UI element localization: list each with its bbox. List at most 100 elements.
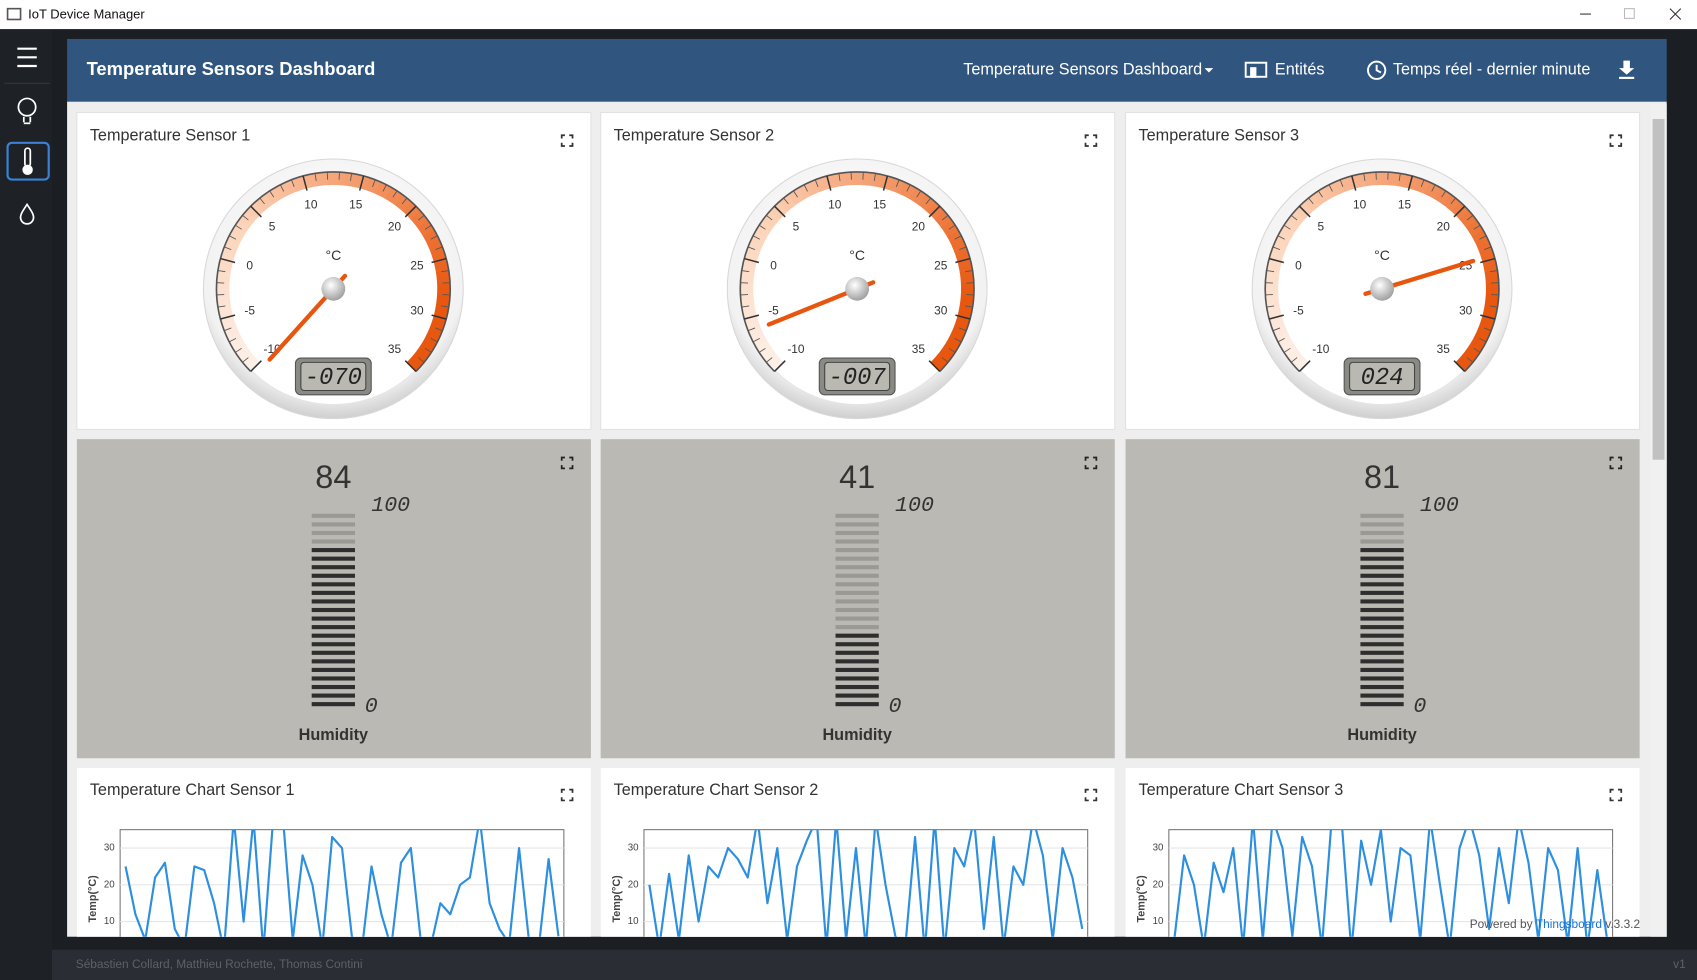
- humidity-segment: [311, 573, 355, 578]
- band-segment: [1434, 187, 1447, 203]
- gauge-major-tick: [220, 314, 236, 320]
- fullscreen-button[interactable]: [560, 456, 574, 470]
- gauge-major-tick: [1268, 314, 1284, 320]
- fullscreen-button[interactable]: [1609, 788, 1623, 802]
- entities-button[interactable]: Entités: [1275, 61, 1325, 79]
- band-segment: [1275, 235, 1290, 247]
- humidity-nav[interactable]: [19, 202, 35, 225]
- gauge-tick-label: -10: [1312, 342, 1330, 356]
- humidity-segment: [311, 650, 355, 655]
- humidity-segment: [835, 556, 879, 561]
- thingsboard-link[interactable]: Thingsboard: [1536, 917, 1602, 931]
- y-tick-label: 10: [104, 916, 115, 927]
- gauge-minor-tick: [1363, 173, 1366, 181]
- widget-title: Temperature Chart Sensor 3: [1139, 781, 1344, 799]
- entities-icon: [1244, 61, 1268, 78]
- band-segment: [1369, 172, 1378, 186]
- band-segment: [354, 174, 365, 189]
- scrollbar-thumb[interactable]: [1652, 118, 1665, 460]
- gauge-minor-tick: [382, 184, 387, 192]
- band-segment: [238, 214, 253, 228]
- band-segment: [1468, 340, 1484, 353]
- band-segment: [793, 187, 806, 202]
- band-segment: [952, 241, 967, 253]
- band-segment: [437, 288, 451, 296]
- gauge-major-tick: [1453, 205, 1466, 218]
- band-segment: [934, 210, 949, 224]
- band-segment: [1291, 210, 1306, 224]
- band-segment: [1462, 349, 1477, 363]
- gauge-minor-tick: [269, 190, 275, 198]
- widget-title: Temperature Sensor 3: [1139, 127, 1300, 145]
- gauge-minor-tick: [1272, 246, 1281, 251]
- band-segment: [755, 340, 771, 353]
- gauge-minor-tick: [392, 190, 398, 198]
- band-segment: [941, 220, 956, 233]
- humidity-max: 100: [371, 494, 410, 518]
- gauge-minor-tick: [1283, 224, 1291, 230]
- humidity-segment: [1360, 642, 1404, 647]
- humidity-segment: [311, 556, 355, 561]
- lights-nav[interactable]: [17, 97, 37, 125]
- band-segment: [402, 201, 417, 216]
- band-segment: [943, 340, 959, 353]
- band-segment: [327, 171, 334, 186]
- humidity-segment: [311, 599, 355, 604]
- band-segment: [1277, 335, 1293, 348]
- gauge-minor-tick: [1431, 184, 1436, 192]
- temperature-nav-active[interactable]: [6, 141, 50, 181]
- close-button[interactable]: [1669, 8, 1682, 20]
- fullscreen-button[interactable]: [1084, 456, 1098, 470]
- band-segment: [949, 235, 965, 248]
- gauge-minor-tick: [1339, 179, 1344, 187]
- chart: 10 20 30 Temp(°C): [611, 829, 1089, 937]
- fullscreen-button[interactable]: [1609, 134, 1623, 147]
- dashboard-select[interactable]: Temperature Sensors Dashboard: [963, 61, 1202, 79]
- gauge-minor-tick: [925, 197, 932, 205]
- fullscreen-button[interactable]: [560, 788, 574, 802]
- band-segment: [413, 349, 428, 363]
- gauge-major-tick: [250, 205, 262, 218]
- band-segment: [1272, 325, 1288, 337]
- fullscreen-button[interactable]: [1084, 788, 1098, 802]
- band-segment: [1340, 177, 1351, 192]
- menu-button[interactable]: [17, 47, 37, 68]
- band-segment: [425, 235, 441, 248]
- gauge-minor-tick: [1290, 357, 1298, 363]
- humidity-segment: [835, 573, 879, 578]
- band-segment: [1387, 172, 1395, 186]
- fullscreen-button[interactable]: [1084, 134, 1098, 147]
- timewindow-button[interactable]: Temps réel - dernier minute: [1393, 61, 1590, 79]
- gauge-major-tick: [955, 314, 971, 320]
- gauge-band: [1265, 171, 1499, 372]
- download-button[interactable]: [1619, 60, 1635, 79]
- band-segment: [420, 340, 435, 353]
- humidity-segment: [1360, 590, 1404, 595]
- band-segment: [740, 275, 754, 284]
- band-segment: [1265, 282, 1279, 289]
- band-segment: [217, 299, 231, 308]
- gauge-minor-tick: [1318, 190, 1323, 198]
- gauge-major-tick: [404, 205, 417, 218]
- fullscreen-button[interactable]: [1609, 456, 1623, 470]
- humidity-segment: [311, 684, 355, 690]
- band-segment: [285, 179, 297, 194]
- gauge-major-tick: [928, 360, 941, 372]
- band-segment: [838, 172, 847, 187]
- humidity-segment: [1360, 693, 1404, 698]
- humidity-segment: [1360, 659, 1404, 664]
- band-segment: [1287, 214, 1302, 228]
- band-segment: [1299, 201, 1313, 216]
- gauge-tick-label: -5: [1293, 303, 1304, 317]
- band-segment: [1471, 335, 1487, 348]
- gauge-minor-tick: [965, 270, 973, 273]
- maximize-button[interactable]: [1623, 8, 1635, 19]
- band-segment: [264, 190, 278, 205]
- band-segment: [957, 310, 972, 320]
- humidity-segment: [835, 548, 879, 553]
- humidity-segment: [311, 565, 355, 570]
- band-segment: [740, 299, 755, 308]
- band-segment: [934, 354, 948, 368]
- fullscreen-button[interactable]: [560, 134, 574, 147]
- gauge-minor-tick: [279, 184, 285, 192]
